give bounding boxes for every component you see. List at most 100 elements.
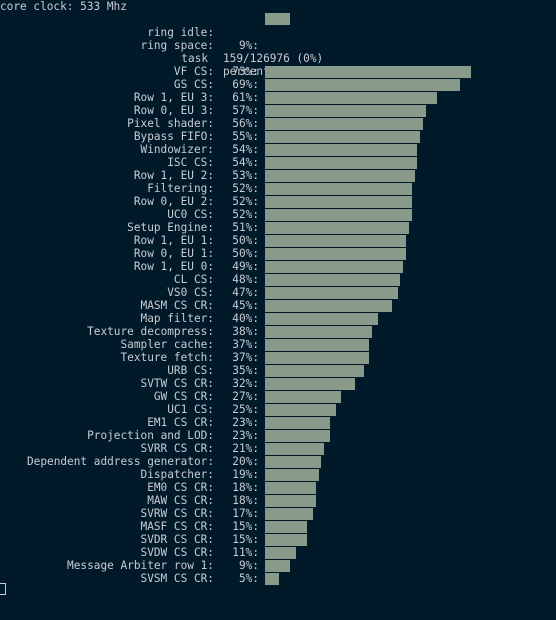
task-percent: 5%: <box>238 572 259 585</box>
task-percent: 54%: <box>232 156 259 169</box>
task-row: VS0 CS: 47%: <box>0 286 556 299</box>
task-row: Message Arbiter row 1: 9%: <box>0 559 556 572</box>
task-percent: 15%: <box>232 520 259 533</box>
task-busy-bar <box>265 482 316 494</box>
ring-idle-line: ring idle: 9%: <box>0 13 556 52</box>
task-row: Row 1, EU 0: 49%: <box>0 260 556 273</box>
task-row: EM0 CS CR: 18%: <box>0 481 556 494</box>
task-percent: 61%: <box>232 91 259 104</box>
task-label: SVRR CS CR: <box>140 442 214 455</box>
task-label: URB CS: <box>167 364 214 377</box>
task-busy-bar <box>265 547 296 559</box>
task-row: Setup Engine: 51%: <box>0 221 556 234</box>
task-row: UC1 CS: 25%: <box>0 403 556 416</box>
column-header-task: task <box>181 52 208 65</box>
task-label: VF CS: <box>173 65 214 78</box>
task-row: SVRR CS CR: 21%: <box>0 442 556 455</box>
task-percent: 37%: <box>232 351 259 364</box>
task-row: Row 1, EU 1: 50%: <box>0 234 556 247</box>
task-label: Row 1, EU 2: <box>133 169 214 182</box>
task-percent: 25%: <box>232 403 259 416</box>
task-percent: 50%: <box>232 234 259 247</box>
task-percent: 50%: <box>232 247 259 260</box>
task-busy-bar <box>265 313 378 325</box>
task-row: SVDW CS CR: 11%: <box>0 546 556 559</box>
task-label: Projection and LOD: <box>87 429 214 442</box>
task-busy-bar <box>265 183 412 195</box>
ring-idle-label: ring idle: <box>147 26 214 39</box>
task-busy-bar <box>265 352 369 364</box>
task-label: EM1 CS CR: <box>147 416 214 429</box>
task-row: ISC CS: 54%: <box>0 156 556 169</box>
task-busy-bar <box>265 534 307 546</box>
task-busy-bar <box>265 274 400 286</box>
task-label: Row 0, EU 2: <box>133 195 214 208</box>
task-row: MAW CS CR: 18%: <box>0 494 556 507</box>
task-busy-bar <box>265 105 426 117</box>
task-label: SVSM CS CR: <box>140 572 214 585</box>
task-row: Sampler cache: 37%: <box>0 338 556 351</box>
task-row: Row 0, EU 1: 50%: <box>0 247 556 260</box>
task-percent: 57%: <box>232 104 259 117</box>
terminal-cursor <box>0 583 6 595</box>
task-label: VS0 CS: <box>167 286 214 299</box>
task-busy-bar <box>265 339 369 351</box>
task-row: Dispatcher: 19%: <box>0 468 556 481</box>
task-busy-bar <box>265 326 372 338</box>
ring-space-line: ring space: 159/126976 (0%) <box>0 26 556 65</box>
task-percent: 18%: <box>232 481 259 494</box>
task-row: Texture decompress: 38%: <box>0 325 556 338</box>
task-percent: 40%: <box>232 312 259 325</box>
task-row: URB CS: 35%: <box>0 364 556 377</box>
task-percent: 21%: <box>232 442 259 455</box>
task-row: EM1 CS CR: 23%: <box>0 416 556 429</box>
task-busy-bar <box>265 560 290 572</box>
task-busy-bar <box>265 508 313 520</box>
task-row: UC0 CS: 52%: <box>0 208 556 221</box>
task-label: CL CS: <box>173 273 214 286</box>
task-row: SVDR CS CR: 15%: <box>0 533 556 546</box>
task-label: Row 1, EU 0: <box>133 260 214 273</box>
task-label: UC0 CS: <box>167 208 214 221</box>
task-label: Setup Engine: <box>127 221 214 234</box>
task-percent: 19%: <box>232 468 259 481</box>
task-busy-bar <box>265 300 392 312</box>
task-row: VF CS: 73%: <box>0 65 556 78</box>
task-label: ISC CS: <box>167 156 214 169</box>
task-row: MASF CS CR: 15%: <box>0 520 556 533</box>
task-row: Bypass FIFO: 55%: <box>0 130 556 143</box>
task-busy-bar <box>265 404 336 416</box>
task-label: Row 0, EU 3: <box>133 104 214 117</box>
task-percent: 54%: <box>232 143 259 156</box>
task-row: CL CS: 48%: <box>0 273 556 286</box>
task-busy-bar <box>265 443 324 455</box>
task-row: Row 1, EU 3: 61%: <box>0 91 556 104</box>
task-percent: 18%: <box>232 494 259 507</box>
task-row: Filtering: 52%: <box>0 182 556 195</box>
task-label: Dependent address generator: <box>26 455 214 468</box>
task-label: MASM CS CR: <box>140 299 214 312</box>
task-label: MASF CS CR: <box>140 520 214 533</box>
task-row: Pixel shader: 56%: <box>0 117 556 130</box>
task-label: Row 0, EU 1: <box>133 247 214 260</box>
task-busy-bar <box>265 79 460 91</box>
task-percent: 52%: <box>232 195 259 208</box>
task-row: Row 0, EU 3: 57%: <box>0 104 556 117</box>
task-label: Row 1, EU 1: <box>133 234 214 247</box>
task-percent: 38%: <box>232 325 259 338</box>
task-busy-bar <box>265 92 437 104</box>
task-percent: 51%: <box>232 221 259 234</box>
task-row: Map filter: 40%: <box>0 312 556 325</box>
task-busy-bar <box>265 144 417 156</box>
task-busy-bar <box>265 495 316 507</box>
task-row: Row 0, EU 2: 52%: <box>0 195 556 208</box>
task-busy-bar <box>265 209 412 221</box>
task-label: Message Arbiter row 1: <box>67 559 214 572</box>
task-row: SVTW CS CR: 32%: <box>0 377 556 390</box>
task-percent: 53%: <box>232 169 259 182</box>
task-busy-bar <box>265 430 330 442</box>
task-label: Sampler cache: <box>120 338 214 351</box>
task-percent: 9%: <box>238 559 259 572</box>
task-label: SVRW CS CR: <box>140 507 214 520</box>
